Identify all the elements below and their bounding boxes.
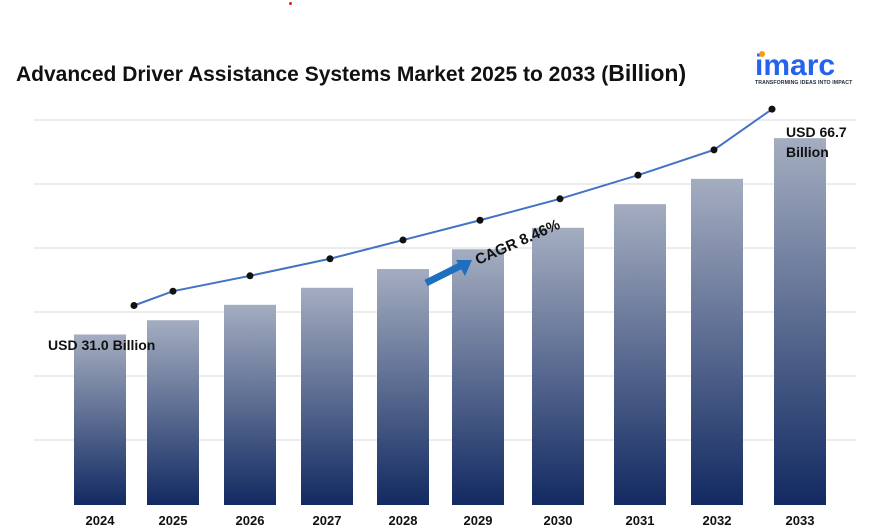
x-tick-2032: 2032: [703, 513, 732, 528]
cagr-arrow-icon: [424, 260, 472, 287]
end-value-label-line2: Billion: [786, 144, 829, 160]
trend-point-2033: [768, 105, 776, 113]
trend-point-2031: [634, 171, 642, 179]
trend-point-2024: [130, 302, 138, 309]
trend-point-2029: [476, 216, 484, 224]
trend-markers: [130, 105, 776, 309]
start-value-label: USD 31.0 Billion: [48, 337, 155, 353]
logo-wordmark: imarc: [755, 50, 855, 82]
x-tick-2024: 2024: [86, 513, 116, 528]
x-tick-2031: 2031: [626, 513, 655, 528]
x-axis-ticks: 2024 2025 2026 2027 2028 2029 2030 2031 2032 2033: [86, 513, 815, 528]
bar-2031: [614, 204, 666, 505]
x-tick-2025: 2025: [159, 513, 188, 528]
trend-point-2026: [246, 272, 254, 280]
trend-point-2032: [710, 146, 718, 154]
x-tick-2026: 2026: [236, 513, 265, 528]
x-tick-2033: 2033: [786, 513, 815, 528]
bar-2027: [301, 287, 353, 505]
logo-dot-icon: [759, 51, 765, 57]
bar-2025: [147, 320, 199, 505]
bar-2024: [74, 334, 126, 505]
decorative-dot: [289, 2, 292, 5]
logo-tagline: TRANSFORMING IDEAS INTO IMPACT: [755, 80, 853, 86]
chart-title-unit: Billion: [608, 60, 679, 86]
trend-point-2025: [169, 287, 177, 295]
chart-title-main: Advanced Driver Assistance Systems Marke…: [16, 63, 609, 86]
bar-2030: [532, 227, 584, 506]
bar-2032: [691, 178, 743, 505]
x-tick-2029: 2029: [464, 513, 493, 528]
trend-point-2030: [556, 195, 564, 203]
chart-title-close: ): [678, 60, 687, 86]
trend-line: [133, 108, 773, 307]
x-tick-2027: 2027: [313, 513, 342, 528]
bars-group: [74, 138, 826, 506]
trend-point-2027: [326, 255, 334, 263]
logo-word: imarc: [755, 49, 836, 82]
imarc-logo[interactable]: imarc TRANSFORMING IDEAS INTO IMPACT: [755, 50, 855, 87]
bar-2028: [377, 269, 429, 505]
x-tick-2030: 2030: [544, 513, 573, 528]
bar-2029: [452, 249, 504, 505]
end-value-label-line1: USD 66.7: [786, 124, 847, 140]
trend-point-2028: [399, 236, 407, 244]
chart-title: Advanced Driver Assistance Systems Marke…: [16, 60, 686, 87]
bar-2033: [774, 138, 826, 505]
x-tick-2028: 2028: [389, 513, 418, 528]
bar-2026: [224, 304, 276, 505]
